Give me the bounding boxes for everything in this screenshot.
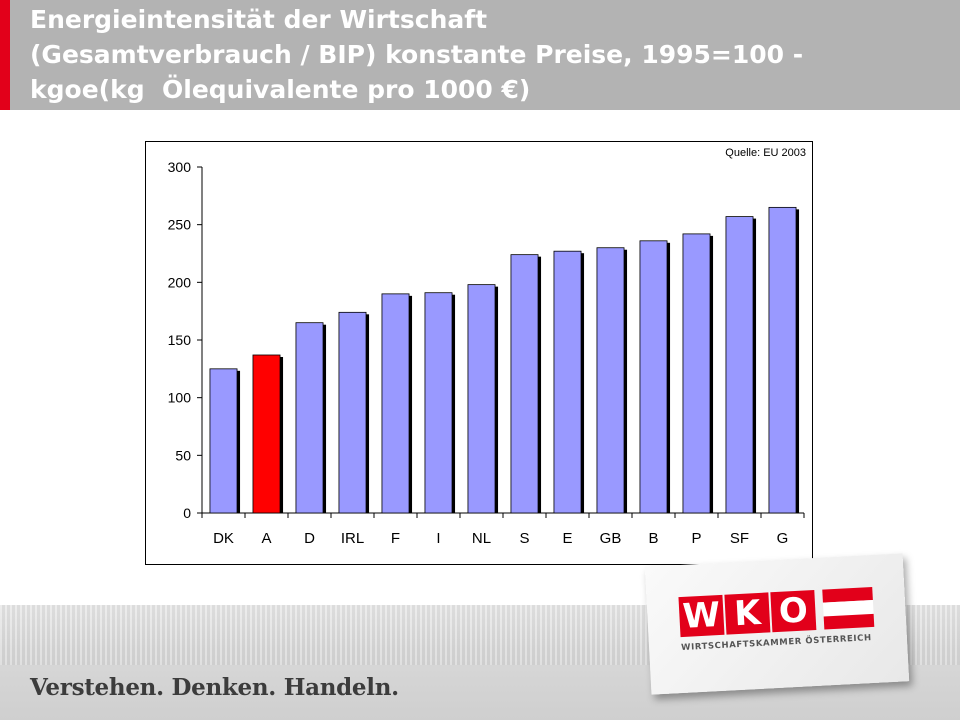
wko-logo-letter-k: K [724,592,771,635]
x-tick-label: P [691,530,701,547]
bar-P [682,233,714,514]
bar-fill [596,247,625,514]
y-tick-label: 300 [168,159,192,175]
bar-chart: Quelle: EU 2003 DK A D IRL F I NL S E GB B P SF G 0 50… [168,147,806,547]
bar-DK [209,368,241,514]
x-tick-label: GB [600,530,622,547]
bar-B [639,240,671,514]
bar-fill [639,240,668,514]
y-tick-label: 150 [168,332,192,348]
slide-title-line-2: (Gesamtverbrauch / BIP) konstante Preise… [30,40,804,69]
y-tick-label: 250 [168,217,192,233]
bar-fill [510,254,539,514]
slide-title-line-1: Energieintensität der Wirtschaft [30,5,488,34]
x-tick-label: F [391,530,400,547]
bar-fill [338,311,367,514]
wko-logo-letter-o: O [770,590,817,633]
x-tick-label: E [562,530,572,547]
x-tick-label: D [304,530,315,547]
x-tick-label: A [261,530,271,547]
bar-I [424,292,456,514]
bar-IRL [338,311,370,514]
bar-F [381,293,413,514]
bar-fill [725,216,754,514]
bar-fill [424,292,453,514]
title-bar: Energieintensität der Wirtschaft (Gesamt… [0,0,960,110]
chart-frame: Quelle: EU 2003 DK A D IRL F I NL S E GB B P SF G 0 50… [145,141,813,565]
bar-A [252,354,284,514]
bar-NL [467,284,499,514]
bar-fill [467,284,496,514]
x-tick-label: G [777,530,789,547]
y-tick-label: 0 [183,505,191,521]
x-tick-label: IRL [341,530,364,547]
bar-fill [295,322,324,514]
x-tick-label: B [648,530,658,547]
wko-logo: W K O WIRTSCHAFTSKAMMER ÖSTERREICH [644,553,910,695]
bar-E [553,250,585,514]
bar-D [295,322,327,514]
bar-fill [252,354,281,514]
bar-G [768,206,800,514]
bar-fill [768,206,797,514]
wko-logo-letter-w: W [678,594,725,638]
chart-bars [209,206,800,514]
footer-slogan: Verstehen. Denken. Handeln. [30,674,399,701]
x-tick-label: S [519,530,529,547]
wko-logo-subtitle: WIRTSCHAFTSKAMMER ÖSTERREICH [680,633,872,654]
bar-fill [682,233,711,514]
y-tick-label: 100 [168,390,192,406]
title-accent-stripe [0,0,10,110]
y-tick-label: 50 [175,447,191,463]
bar-S [510,254,542,514]
bar-GB [596,247,628,514]
bar-fill [553,250,582,514]
bar-fill [209,368,238,514]
bar-SF [725,216,757,514]
wko-logo-letters: W K O [678,590,817,638]
x-tick-label: DK [213,530,234,547]
x-tick-label: NL [472,530,491,547]
x-tick-labels: DK A D IRL F I NL S E GB B P SF G [213,530,788,547]
source-note: Quelle: EU 2003 [725,147,806,159]
y-tick-labels: 0 50 100 150 200 250 300 [168,159,192,521]
x-tick-label: SF [730,530,749,547]
slide-title: Energieintensität der Wirtschaft (Gesamt… [30,2,950,107]
bar-fill [381,293,410,514]
slide-title-line-3: kgoe(kg Ölequivalente pro 1000 €) [30,75,531,104]
austria-flag-icon [822,586,875,630]
y-tick-label: 200 [168,274,192,290]
x-tick-label: I [436,530,440,547]
